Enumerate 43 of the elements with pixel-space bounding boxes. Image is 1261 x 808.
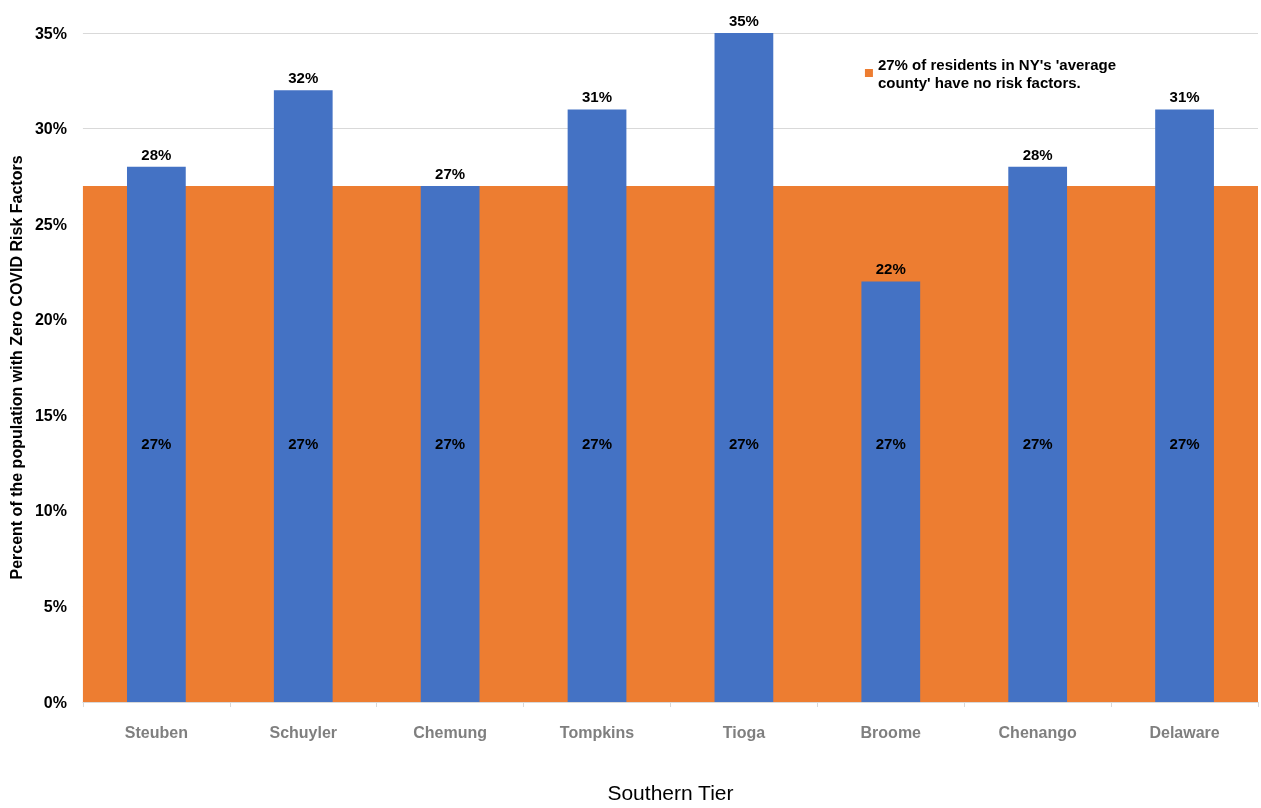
bar (1008, 166, 1068, 702)
y-tick-label: 10% (34, 502, 67, 520)
x-tick-label: Steuben (124, 723, 188, 741)
data-label: 27% (435, 164, 466, 182)
data-label: 35% (728, 12, 759, 29)
x-tick-label: Tompkins (559, 723, 635, 741)
data-label: 28% (1022, 145, 1053, 163)
y-axis-title: Percent of the population with Zero COVID Risk Factors (7, 155, 25, 580)
data-label: 32% (288, 69, 319, 87)
y-tick-label: 30% (34, 120, 67, 138)
legend-label: 27% of residents in NY's 'average county' have no risk factors. (877, 55, 1117, 91)
y-tick-label: 35% (34, 24, 67, 42)
bar (714, 33, 774, 702)
y-tick-label: 25% (34, 215, 67, 233)
annotation: 27% (1169, 435, 1200, 453)
y-tick-label: 5% (43, 597, 67, 615)
annotation: 27% (582, 435, 613, 453)
bar (1155, 109, 1214, 702)
y-tick-label: 15% (34, 406, 67, 424)
data-label: 22% (875, 260, 906, 278)
x-axis-title: Southern Tier (607, 781, 734, 804)
annotation: 27% (728, 435, 759, 453)
bar (420, 185, 480, 702)
y-tick-label: 20% (34, 311, 67, 329)
bar (126, 166, 186, 702)
x-tick-label: Schuyler (269, 723, 338, 741)
data-label: 31% (582, 88, 613, 106)
data-label: 28% (141, 145, 172, 163)
x-tick-label: Broome (860, 723, 922, 741)
bar (861, 281, 921, 702)
bar (567, 109, 627, 702)
annotation: 27% (1022, 435, 1053, 453)
annotation: 27% (435, 435, 466, 453)
x-tick-label: Tioga (722, 723, 766, 741)
x-tick-label: Delaware (1149, 723, 1220, 741)
y-tick-label: 0% (43, 693, 67, 711)
data-label: 31% (1169, 88, 1200, 106)
bar (273, 90, 333, 702)
x-tick-label: Chenango (998, 723, 1078, 741)
x-tick-label: Chemung (413, 723, 488, 741)
annotation: 27% (288, 435, 319, 453)
annotation: 27% (875, 435, 906, 453)
annotation: 27% (141, 435, 172, 453)
